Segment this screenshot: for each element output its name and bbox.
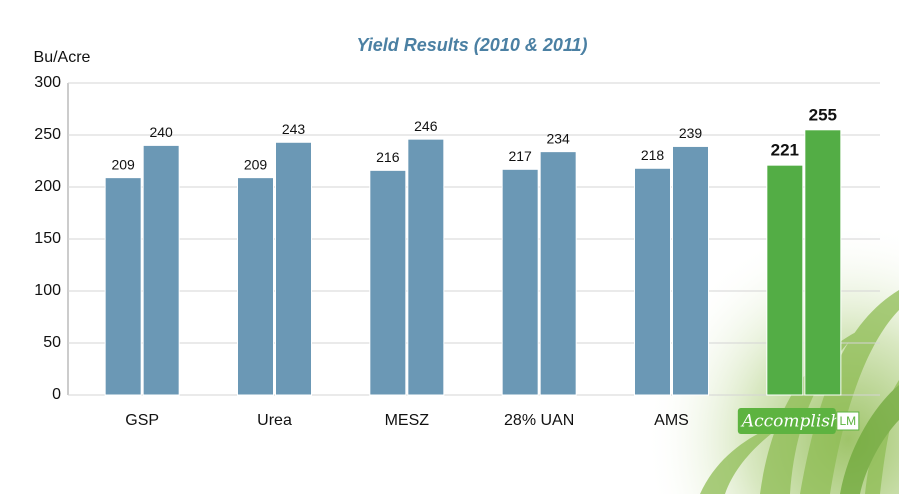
y-tick-label: 200 [34,178,61,195]
x-tick-label: AMS [654,412,689,429]
y-tick-label: 100 [34,282,61,299]
bar [104,177,142,396]
corn-leaves [700,290,899,494]
logo-badge-box [836,411,860,431]
bar [369,169,407,396]
bar [501,168,539,396]
background-field [560,130,899,494]
value-label: 218 [641,147,665,163]
y-tick-label: 300 [34,74,61,91]
bar [539,151,577,396]
y-tick-label: 50 [43,334,61,351]
x-tick-label: MESZ [385,412,430,429]
bar [275,141,312,396]
y-tick-label: 250 [34,126,61,143]
value-label: 239 [679,125,703,141]
value-label: 234 [546,130,570,146]
value-label: 246 [414,118,438,134]
bar [804,129,842,396]
value-label: 255 [809,105,837,124]
chart-title: Yield Results (2010 & 2011) [356,35,587,55]
bar [237,177,274,396]
value-label: 221 [771,141,799,160]
logo-background [737,408,836,434]
value-label: 243 [282,121,306,137]
bar [142,144,180,396]
x-tick-label: Urea [257,412,292,429]
logo-badge: LM [839,414,856,428]
value-label: 209 [111,156,135,172]
value-label: 217 [508,148,532,164]
value-label: 209 [244,156,268,172]
bar [634,167,671,396]
y-tick-label: 150 [34,230,61,247]
bar [407,138,445,396]
x-tick-label: GSP [125,412,159,429]
logo-text: Accomplish [740,412,841,432]
x-tick-label: 28% UAN [504,412,574,429]
value-label: 216 [376,149,400,165]
bar [766,164,804,396]
y-axis-label: Bu/Acre [34,49,91,66]
value-label: 240 [149,124,173,140]
y-tick-label: 0 [52,386,61,403]
bar [672,145,709,396]
